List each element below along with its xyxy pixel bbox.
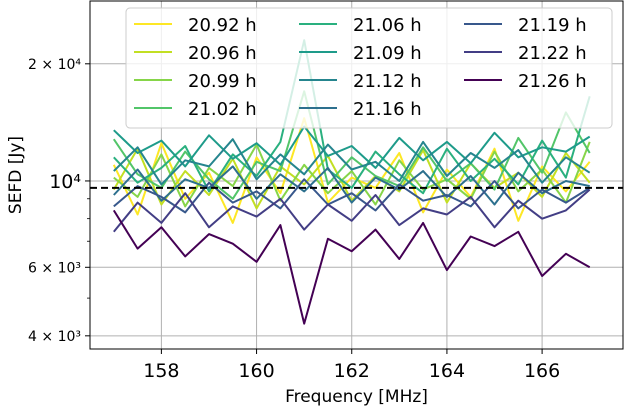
x-tick-label: 164: [429, 360, 465, 382]
legend-label: 20.96 h: [188, 43, 257, 64]
legend-item[interactable]: 21.02 h: [134, 99, 257, 120]
series-line: [113, 178, 591, 214]
legend-label: 21.06 h: [353, 15, 422, 36]
legend-label: 21.12 h: [353, 71, 422, 92]
legend-label: 21.02 h: [188, 99, 257, 120]
y-axis-label: SEFD [Jy]: [6, 136, 26, 214]
x-axis: 158 160 162 164 166: [143, 349, 560, 382]
x-tick-label: 160: [238, 360, 274, 382]
legend-label: 21.22 h: [518, 43, 587, 64]
series-lines: [112, 39, 591, 325]
legend-item[interactable]: 21.09 h: [299, 43, 422, 64]
y-axis: 4 × 10³ 6 × 10³ 10⁴ 2 × 10⁴: [28, 57, 90, 345]
y-tick-label: 4 × 10³: [28, 329, 81, 345]
series-line: [113, 39, 591, 195]
legend-item[interactable]: 21.12 h: [299, 71, 422, 92]
legend-item[interactable]: 21.06 h: [299, 15, 422, 36]
x-axis-label: Frequency [MHz]: [285, 387, 428, 407]
series-line: [112, 117, 591, 224]
legend-item[interactable]: 21.19 h: [464, 15, 587, 36]
y-tick-label: 6 × 10³: [28, 260, 81, 276]
series-line: [113, 141, 591, 208]
x-tick-label: 158: [143, 360, 179, 382]
legend-label: 20.92 h: [188, 15, 257, 36]
x-tick-label: 166: [524, 360, 560, 382]
legend-item[interactable]: 21.16 h: [299, 99, 422, 120]
series-line: [113, 188, 591, 233]
legend-label: 21.26 h: [518, 71, 587, 92]
legend-label: 21.16 h: [353, 99, 422, 120]
y-tick-label: 2 × 10⁴: [28, 57, 81, 73]
series-line: [112, 209, 591, 325]
legend[interactable]: 20.92 h 20.96 h 20.99 h 21.02 h 21.06 h 21.09…: [125, 7, 613, 129]
x-tick-label: 162: [334, 360, 370, 382]
plot-frame: [89, 0, 624, 350]
legend-item[interactable]: 21.26 h: [464, 71, 587, 92]
series-line: [113, 165, 590, 206]
legend-label: 20.99 h: [188, 71, 257, 92]
legend-label: 21.09 h: [353, 43, 422, 64]
series-line: [113, 138, 591, 186]
series-line: [113, 125, 591, 169]
legend-box: [125, 7, 613, 129]
legend-item[interactable]: 20.96 h: [134, 43, 257, 64]
legend-item[interactable]: 20.92 h: [134, 15, 257, 36]
legend-label: 21.19 h: [518, 15, 587, 36]
y-tick-label: 10⁴: [49, 171, 81, 193]
legend-item[interactable]: 20.99 h: [134, 71, 257, 92]
legend-item[interactable]: 21.22 h: [464, 43, 587, 64]
